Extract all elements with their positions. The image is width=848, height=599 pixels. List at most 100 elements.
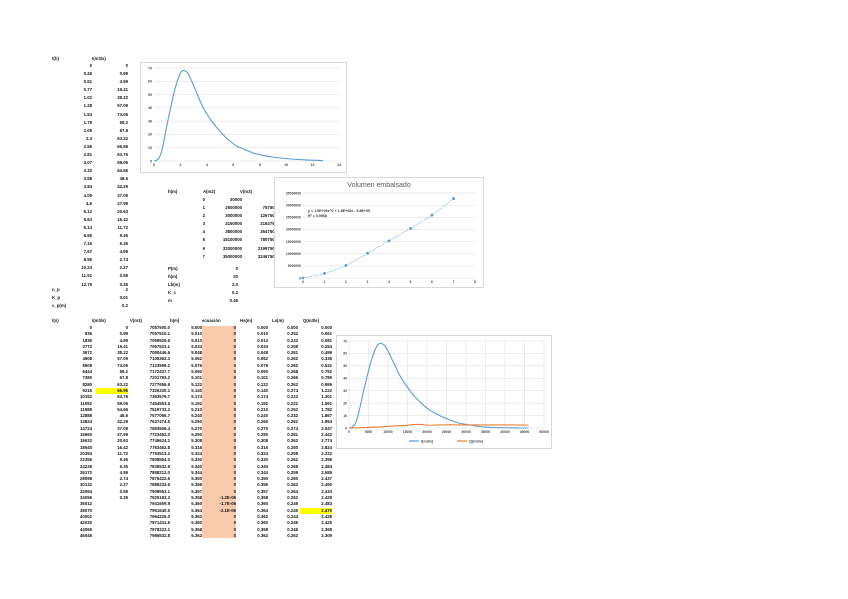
- table2-cell-Q: 1.591: [321, 400, 332, 406]
- table1-cell-i: 38.22: [117, 95, 128, 101]
- data-point: [301, 276, 305, 280]
- table2-cell-Hs: 0.076: [257, 362, 268, 368]
- table2-cell-I: 37.09: [117, 425, 128, 431]
- table2-cell-V: 7326330.1: [149, 387, 170, 393]
- param-label: m: [168, 298, 172, 304]
- table2-cell-Hs: 0.344: [257, 469, 268, 475]
- param-label: K_p: [52, 295, 61, 301]
- table2-cell-t: 26172: [80, 469, 92, 475]
- table2-cell-t: 44066: [80, 526, 92, 532]
- table2-cell-ecuacion: 0: [233, 463, 236, 469]
- table2-cell-V: 7925183.3: [149, 495, 170, 501]
- table1-cell-t: 4.6: [86, 200, 92, 206]
- data-point: [366, 251, 369, 255]
- param-value: 2.0: [232, 282, 238, 288]
- table2-cell-V: 7577066.7: [149, 413, 170, 419]
- table2-cell-Ls: 0.252: [287, 406, 298, 412]
- reservoir-cell-v: 1267500: [260, 213, 277, 219]
- table1-cell-i: 37.09: [117, 192, 128, 198]
- table2-cell-ecuacion: -1.7E-06: [219, 501, 236, 507]
- table2-cell-Q: 0.789: [321, 375, 332, 381]
- param-label: K_c: [168, 290, 176, 296]
- table1-cell-i: 20.63: [117, 208, 128, 214]
- reservoir-cell-h: 0: [202, 197, 205, 202]
- table2-cell-h: 5.308: [191, 438, 202, 444]
- x-tick-label: 5000: [365, 430, 373, 434]
- table2-cell-t: 6444: [82, 369, 92, 375]
- y-tick-label: 10: [343, 414, 347, 418]
- table2-cell-t: 28098: [80, 476, 92, 482]
- table2-cell-ecuacion: 0: [233, 450, 236, 456]
- table2-cell-V: 7986532.8: [149, 532, 170, 538]
- reservoir-header-a: A(m2): [203, 189, 216, 194]
- table2-cell-I: 67.8: [119, 375, 128, 381]
- table2-cell-I: 9.46: [119, 457, 128, 463]
- table1-cell-i: 0.26: [119, 281, 128, 287]
- table2-cell-Q: 0.531: [321, 362, 332, 368]
- table2-cell-V: 7951640.5: [149, 507, 170, 513]
- table2-col-V: 7057500.0 7057510.1 7059925.6 7067523.1 7080…: [130, 325, 170, 539]
- table2-cell-ecuacion: 0: [233, 413, 236, 419]
- table2-cell-t: 20394: [80, 450, 92, 456]
- table2-cell-ecuacion: 0: [233, 381, 236, 387]
- table2-cell-Ls: 0.259: [287, 469, 298, 475]
- table2-cell-Hs: 0.364: [257, 507, 268, 513]
- table2-cell-Hs: 0.290: [257, 432, 268, 438]
- table1-cell-t: 1.02: [83, 95, 92, 101]
- table2-cell-ecuacion: 0: [233, 513, 236, 519]
- table2-cell-V: 7637474.5: [149, 419, 170, 425]
- table1-cell-t: 3.84: [83, 184, 92, 190]
- table1-cell-t: 2.56: [83, 143, 92, 149]
- table2-cell-Ls: 0.262: [287, 419, 298, 425]
- table2-cell-h: 5.174: [191, 394, 202, 400]
- table2-cell-ecuacion: 0: [233, 482, 236, 488]
- table2-cell-Ls: 0.000: [287, 325, 298, 330]
- table2-cell-ecuacion: 0: [233, 400, 236, 406]
- x-tick-label: 15000: [403, 430, 413, 434]
- x-tick-label: 12: [311, 163, 315, 167]
- table2-cell-Q: 1.222: [321, 387, 332, 393]
- table2-cell-t: 18540: [80, 444, 92, 450]
- table1-cell-t: 2.3: [86, 135, 92, 141]
- table2-cell-t: 40002: [80, 513, 92, 519]
- table2-cell-I: 0: [125, 325, 128, 330]
- table2-cell-Ls: 0.250: [287, 444, 298, 450]
- reservoir-cell-h: 5: [202, 237, 205, 243]
- table1-cell-i: 67.8: [119, 127, 128, 133]
- table1-cell-t: 2.81: [83, 152, 92, 158]
- table2-cell-Q: 1.867: [321, 413, 332, 419]
- table2-cell-ecuacion: 0: [233, 394, 236, 400]
- table2-cell-I: 63.22: [117, 381, 128, 387]
- table2-cell-Ls: 0.264: [287, 488, 298, 494]
- table2-cell-h: 5.192: [191, 400, 202, 406]
- table2-col-I: 0 0.99 4.99 19.41 38.22 57.09 73.06 59.2 67.8 63.…: [96, 325, 128, 539]
- table2-cell-Hs: 0.013: [257, 337, 268, 343]
- table1-cell-i: 19.41: [117, 87, 128, 93]
- x-tick-label: 10000: [383, 430, 393, 434]
- table1-cell-t: 5.12: [83, 208, 92, 214]
- trendline: [302, 198, 454, 279]
- table2-cell-ecuacion: 0: [233, 469, 236, 475]
- table2-cell-Q: 2.222: [321, 450, 332, 456]
- x-tick-label: 8: [259, 163, 261, 167]
- table1-header-t: t(h): [52, 56, 59, 61]
- legend-label: I(m3/s): [421, 440, 434, 444]
- table2-cell-V: 7683506.4: [149, 425, 170, 431]
- table2-col-Ls: 0.000 0.252 0.232 0.259 0.261 0.262 0.260 0.268…: [270, 325, 298, 539]
- table2-cell-ecuacion: 0: [233, 362, 236, 368]
- x-tick-label: 45000: [520, 430, 530, 434]
- table2-cell-V: 7067523.1: [149, 343, 170, 349]
- param-label: P(m): [168, 266, 178, 271]
- reservoir-cell-a: 3800000: [225, 229, 242, 235]
- table2-cell-t: 936: [84, 331, 92, 337]
- table2-cell-ecuacion: -1.2E-06: [219, 495, 236, 501]
- table1-cell-i: 0.99: [119, 71, 128, 77]
- x-tick-label: 2: [345, 280, 347, 284]
- table2-cell-ecuacion: 0: [233, 375, 236, 381]
- table2-cell-I: 66.96: [96, 387, 128, 395]
- table1-cell-i: 66.96: [117, 143, 128, 149]
- table1-cell-i: 16.42: [117, 216, 128, 222]
- y-tick-label: 0: [150, 159, 152, 163]
- table1-cell-i: 27.99: [117, 200, 128, 206]
- params-left-labels: n_p K_p c_p(m): [52, 286, 66, 310]
